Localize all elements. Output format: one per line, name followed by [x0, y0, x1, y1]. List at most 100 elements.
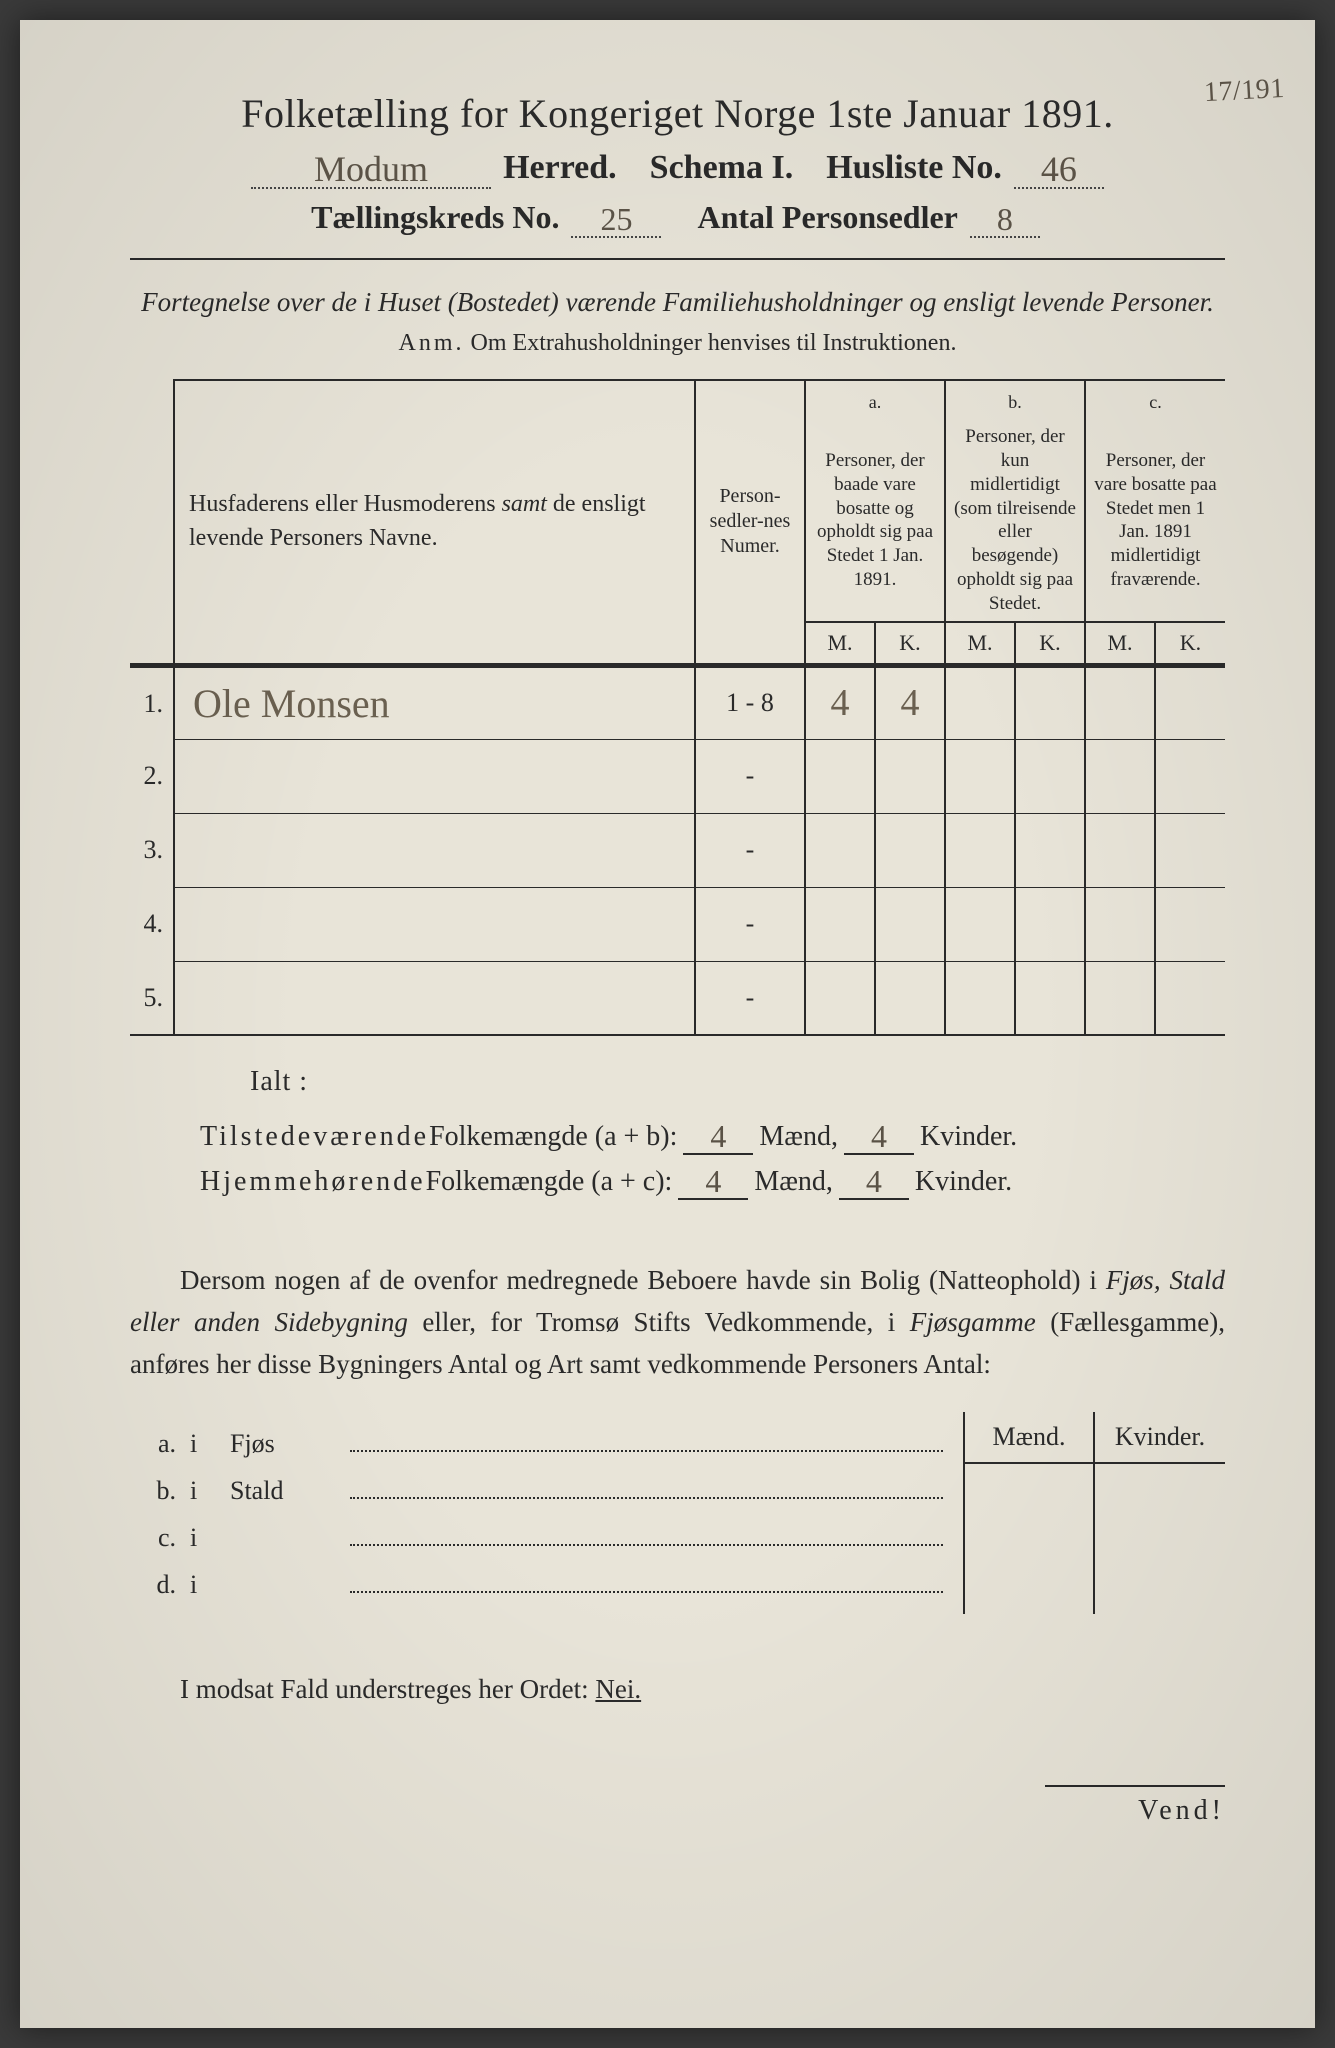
side-building-list: a. i Fjøs b. i Stald c. i d. i	[130, 1412, 963, 1614]
dotted-fill	[350, 1426, 943, 1452]
side-building-section: a. i Fjøs b. i Stald c. i d. i	[130, 1412, 1225, 1614]
a-m-cell	[805, 813, 875, 887]
numer-cell: -	[695, 887, 805, 961]
sum2-rest: Folkemængde (a + c):	[426, 1166, 673, 1198]
col-c-m: M.	[1085, 622, 1155, 665]
header-line-3: Tællingskreds No. 25 Antal Personsedler …	[130, 199, 1225, 238]
row-number: 4.	[130, 887, 174, 961]
col-a-k: K.	[875, 622, 945, 665]
a-m-cell: 4	[805, 665, 875, 739]
antal-label: Antal Personsedler	[697, 199, 957, 236]
row-number: 2.	[130, 739, 174, 813]
a-k-cell: 4	[875, 665, 945, 739]
b-k-cell	[1015, 813, 1085, 887]
sb-maend-head: Mænd.	[965, 1412, 1093, 1464]
table-row: 3. -	[130, 813, 1225, 887]
b-k-cell	[1015, 665, 1085, 739]
col-a-label: a.	[805, 380, 945, 420]
c-m-cell	[1085, 813, 1155, 887]
name-cell	[174, 739, 695, 813]
sb-label: d.	[130, 1570, 190, 1600]
b-m-cell	[945, 739, 1015, 813]
sum2-prefix: Hjemmehørende	[200, 1166, 426, 1198]
sb-row: a. i Fjøs	[130, 1426, 943, 1459]
name-cell: Ole Monsen	[174, 665, 695, 739]
herred-field: Modum	[251, 145, 491, 189]
blank	[130, 622, 174, 665]
ialt-label: Ialt :	[250, 1066, 1225, 1098]
nei-prefix: I modsat Fald understreges her Ordet:	[180, 1674, 595, 1704]
household-table: Husfaderens eller Husmoderens samt de en…	[130, 379, 1225, 1037]
husliste-label: Husliste No.	[826, 149, 1002, 187]
sb-i: i	[190, 1476, 230, 1506]
c-m-cell	[1085, 739, 1155, 813]
sb-i: i	[190, 1429, 230, 1459]
blank-corner	[130, 380, 174, 420]
a-k-cell	[875, 961, 945, 1035]
b-k-cell	[1015, 961, 1085, 1035]
table-row: 5. -	[130, 961, 1225, 1035]
sum2-maend-label: Mænd,	[754, 1166, 833, 1198]
col-c-label: c.	[1085, 380, 1225, 420]
sum-line-resident: Hjemmehørende Folkemængde (a + c): 4 Mæn…	[200, 1161, 1225, 1200]
c-k-cell	[1155, 739, 1225, 813]
table-row: 2. -	[130, 739, 1225, 813]
page-title: Folketælling for Kongeriget Norge 1ste J…	[130, 90, 1225, 137]
sb-kvinder-body	[1095, 1464, 1225, 1614]
row-number: 3.	[130, 813, 174, 887]
c-m-cell	[1085, 665, 1155, 739]
name-cell	[174, 813, 695, 887]
c-k-cell	[1155, 961, 1225, 1035]
numer-column-head: Person-sedler-nes Numer.	[695, 380, 805, 666]
sum1-maend-value: 4	[704, 1118, 732, 1154]
sb-row: c. i	[130, 1520, 943, 1553]
sb-label: b.	[130, 1476, 190, 1506]
herred-value: Modum	[304, 149, 438, 189]
numer-cell: 1 - 8	[695, 665, 805, 739]
a-m-cell	[805, 739, 875, 813]
col-a-text: Personer, der baade vare bosatte og opho…	[805, 419, 945, 622]
sb-i: i	[190, 1570, 230, 1600]
row-number: 5.	[130, 961, 174, 1035]
sum1-prefix: Tilstedeværende	[200, 1121, 429, 1153]
header-line-2: Modum Herred. Schema I. Husliste No. 46	[130, 145, 1225, 189]
nei-word: Nei.	[595, 1674, 641, 1704]
anm-label: Anm.	[399, 330, 465, 356]
sb-kvinder-col: Kvinder.	[1095, 1412, 1225, 1614]
anm-text: Om Extrahusholdninger henvises til Instr…	[471, 330, 957, 356]
col-b-m: M.	[945, 622, 1015, 665]
sb-text: Stald	[230, 1476, 350, 1506]
c-m-cell	[1085, 961, 1155, 1035]
a-k-cell	[875, 887, 945, 961]
name-column-head: Husfaderens eller Husmoderens samt de en…	[174, 380, 695, 666]
subtitle: Fortegnelse over de i Huset (Bostedet) v…	[130, 284, 1225, 322]
sum1-kvinder-value: 4	[865, 1118, 893, 1154]
numer-cell: -	[695, 813, 805, 887]
c-k-cell	[1155, 813, 1225, 887]
census-form-page: Folketælling for Kongeriget Norge 1ste J…	[20, 20, 1315, 2028]
sb-maend-body	[965, 1464, 1093, 1614]
husliste-value: 46	[1031, 149, 1087, 189]
col-a-m: M.	[805, 622, 875, 665]
b-k-cell	[1015, 887, 1085, 961]
name-cell	[174, 961, 695, 1035]
nei-line: I modsat Fald understreges her Ordet: Ne…	[130, 1674, 1225, 1705]
b-k-cell	[1015, 739, 1085, 813]
numer-cell: -	[695, 739, 805, 813]
sb-label: a.	[130, 1429, 190, 1459]
table-body: 1. Ole Monsen 1 - 8 4 4 2. -	[130, 665, 1225, 1035]
a-k-cell	[875, 739, 945, 813]
antal-value: 8	[991, 201, 1019, 237]
dotted-fill	[350, 1520, 943, 1546]
sb-独row: b. i Stald	[130, 1473, 943, 1506]
side-building-paragraph: Dersom nogen af de ovenfor medregnede Be…	[130, 1260, 1225, 1386]
sum2-kvinder-value: 4	[860, 1163, 888, 1199]
side-building-mk-table: Mænd. Kvinder.	[963, 1412, 1225, 1614]
dotted-fill	[350, 1473, 943, 1499]
c-m-cell	[1085, 887, 1155, 961]
sum-line-present: Tilstedeværende Folkemængde (a + b): 4 M…	[200, 1116, 1225, 1155]
blank	[130, 419, 174, 622]
col-b-label: b.	[945, 380, 1085, 420]
b-m-cell	[945, 665, 1015, 739]
divider	[130, 258, 1225, 260]
